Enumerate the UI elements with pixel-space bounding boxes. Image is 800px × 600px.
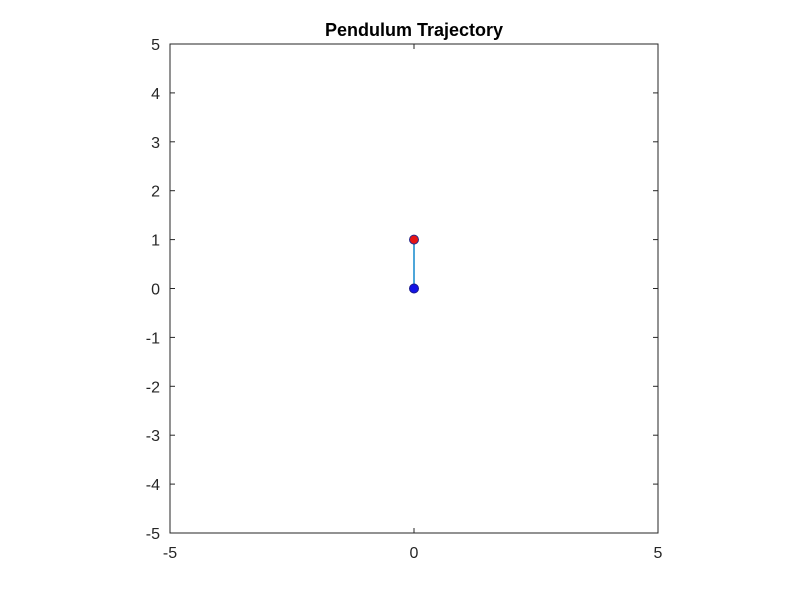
y-tick-label: -4	[146, 477, 160, 494]
y-axis-tick-labels: -5 -4 -3 -2 -1 0 1 2 3 4 5	[146, 37, 160, 543]
y-tick-label: -1	[146, 330, 160, 347]
y-tick-label: 5	[151, 37, 160, 54]
x-tick-label: 5	[654, 545, 663, 562]
y-tick-label: 1	[151, 233, 160, 250]
x-axis-ticks	[169, 44, 659, 533]
plot-area: -5 0 5 -5 -4 -3 -2 -1 0 1 2 3 4 5	[146, 37, 663, 562]
y-tick-label: -5	[146, 526, 160, 543]
pendulum-series	[409, 234, 419, 294]
x-tick-label: 0	[410, 545, 419, 562]
x-tick-label: -5	[163, 545, 177, 562]
pendulum-pivot-point	[409, 283, 419, 294]
chart-title: Pendulum Trajectory	[325, 20, 503, 40]
x-axis-tick-labels: -5 0 5	[163, 545, 663, 562]
y-tick-label: 0	[151, 282, 160, 299]
y-tick-label: 3	[151, 135, 160, 152]
y-tick-label: 4	[151, 86, 160, 103]
y-tick-label: -2	[146, 379, 160, 396]
pendulum-bob-point	[409, 234, 419, 245]
y-tick-label: 2	[151, 184, 160, 201]
y-tick-label: -3	[146, 428, 160, 445]
y-axis-ticks	[170, 43, 658, 534]
